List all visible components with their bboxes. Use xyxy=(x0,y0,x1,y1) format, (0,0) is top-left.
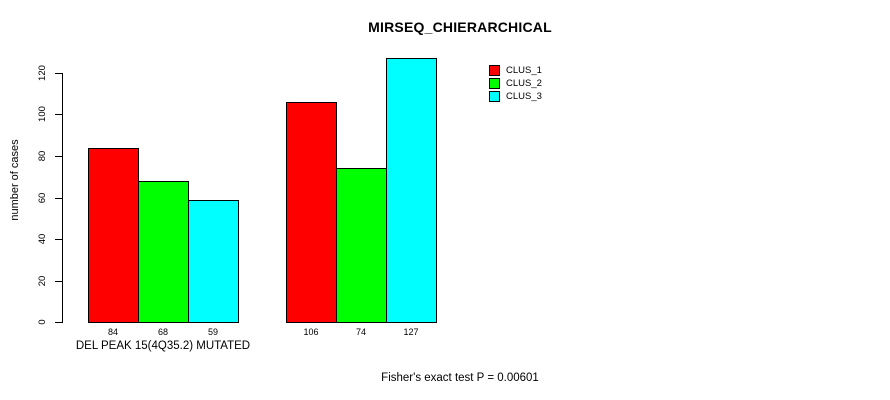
bar-clus_1-group2 xyxy=(286,102,337,323)
bar-clus_2-group2 xyxy=(336,168,387,323)
y-tick-label: 60 xyxy=(37,192,48,204)
y-tick-mark xyxy=(55,114,62,115)
y-tick-label: 100 xyxy=(37,106,48,122)
y-tick-label: 0 xyxy=(37,319,48,325)
y-axis-label: number of cases xyxy=(9,139,21,221)
x-axis-group-label: DEL PEAK 15(4Q35.2) MUTATED xyxy=(75,340,251,352)
legend-row-clus_1: CLUS_1 xyxy=(489,64,542,77)
chart-title: MIRSEQ_CHIERARCHICAL xyxy=(368,19,552,35)
bar-clus_1-group1 xyxy=(88,148,139,323)
legend-swatch-icon xyxy=(489,91,500,102)
y-tick-mark xyxy=(55,281,62,282)
legend-label: CLUS_3 xyxy=(506,91,542,102)
legend-label: CLUS_1 xyxy=(506,65,542,76)
bar-value-label: 84 xyxy=(107,327,118,337)
bar-clus_3-group1 xyxy=(188,200,239,323)
y-tick-label: 80 xyxy=(37,150,48,162)
y-axis-line xyxy=(62,73,63,323)
bar-value-label: 106 xyxy=(303,327,319,337)
y-tick-mark xyxy=(55,73,62,74)
legend-row-clus_3: CLUS_3 xyxy=(489,90,542,103)
legend-swatch-icon xyxy=(489,65,500,76)
y-tick-mark xyxy=(55,198,62,199)
legend: CLUS_1 CLUS_2 CLUS_3 xyxy=(489,64,542,103)
legend-row-clus_2: CLUS_2 xyxy=(489,77,542,90)
annotation-text: Fisher's exact test P = 0.00601 xyxy=(381,372,539,384)
bar-value-label: 59 xyxy=(207,327,218,337)
y-tick-mark xyxy=(55,156,62,157)
legend-swatch-icon xyxy=(489,78,500,89)
y-tick-label: 20 xyxy=(37,275,48,287)
bar-clus_3-group2 xyxy=(386,58,437,323)
y-tick-label: 40 xyxy=(37,233,48,245)
bar-value-label: 68 xyxy=(157,327,168,337)
y-tick-mark xyxy=(55,239,62,240)
bar-value-label: 127 xyxy=(403,327,419,337)
legend-label: CLUS_2 xyxy=(506,78,542,89)
y-tick-mark xyxy=(55,322,62,323)
bar-value-label: 74 xyxy=(355,327,366,337)
y-tick-label: 120 xyxy=(37,65,48,81)
bar-clus_2-group1 xyxy=(138,181,189,323)
